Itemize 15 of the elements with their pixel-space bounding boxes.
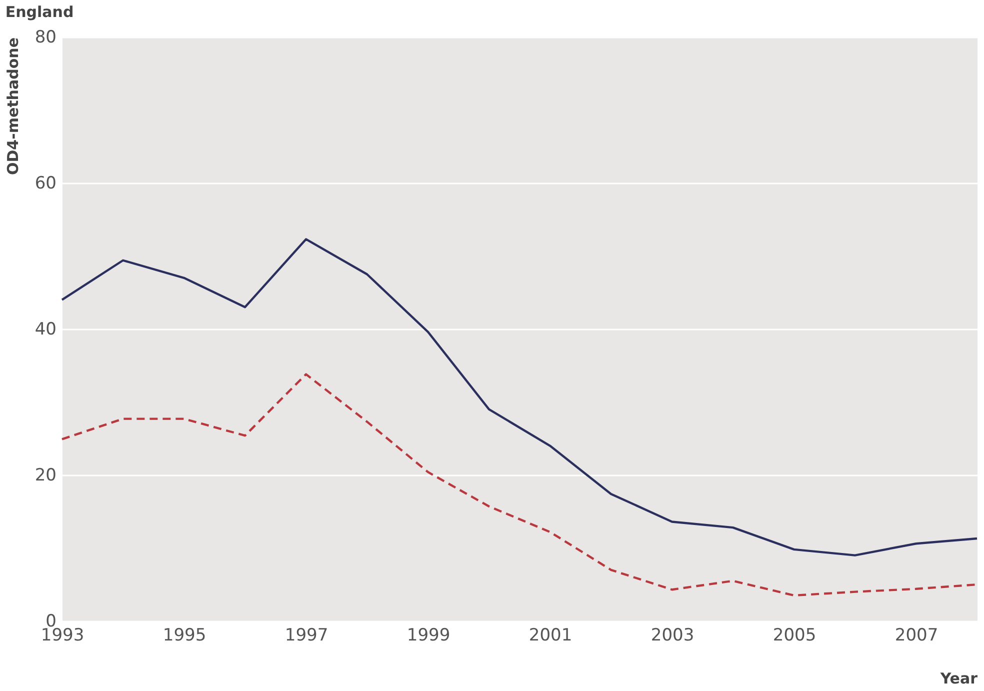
y-tick-label: 60	[34, 174, 56, 194]
x-tick-label: 1995	[162, 626, 206, 646]
chart-title: England	[5, 3, 74, 21]
y-tick-label: 80	[34, 28, 56, 48]
x-tick-label: 2007	[894, 626, 938, 646]
y-tick-label: 20	[34, 466, 56, 486]
x-tick-label: 1999	[406, 626, 450, 646]
y-tick-label: 40	[34, 320, 56, 340]
x-tick-label: 2005	[772, 626, 816, 646]
y-axis-title: OD4-methadone	[4, 38, 22, 176]
x-tick-label: 2001	[528, 626, 572, 646]
x-tick-label: 2003	[650, 626, 694, 646]
x-tick-label: 1997	[284, 626, 328, 646]
line-series	[60, 238, 978, 556]
x-axis-title: Year	[939, 670, 978, 688]
